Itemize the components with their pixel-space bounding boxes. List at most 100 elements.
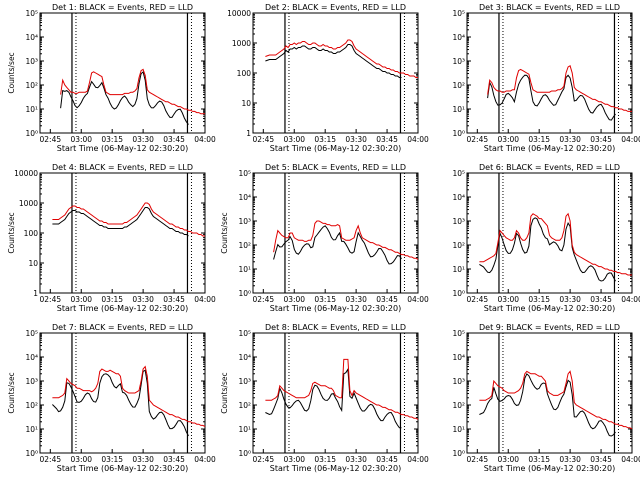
panel-det-7: Det 7: BLACK = Events, RED = LLD 10⁰ 10¹ 10…: [7, 323, 216, 473]
y-tick-label: 10¹: [452, 265, 465, 274]
x-tick-label: 04:00: [621, 455, 640, 464]
lld-series-line: [265, 39, 418, 78]
x-tick-label: 02:45: [40, 295, 62, 304]
y-tick-label: 10¹: [238, 265, 251, 274]
y-tick-label: 1: [33, 289, 38, 298]
panel-det-6: Det 6: BLACK = Events, RED = LLD 10⁰ 10¹ 10…: [452, 163, 640, 313]
panel-det-4: Det 4: BLACK = Events, RED = LLD 1 10 100 10…: [7, 163, 216, 313]
x-tick-label: 03:30: [132, 295, 154, 304]
y-tick-label: 10⁰: [452, 129, 465, 138]
y-tick-label: 10²: [25, 401, 38, 410]
events-series-line: [60, 71, 189, 125]
panel-title: Det 3: BLACK = Events, RED = LLD: [479, 3, 620, 12]
panels-group: Det 1: BLACK = Events, RED = LLD10⁰10¹10…: [7, 3, 640, 473]
x-tick-label: 02:45: [467, 135, 489, 144]
x-tick-label: 03:15: [528, 295, 550, 304]
panel-title: Det 4: BLACK = Events, RED = LLD: [52, 163, 193, 172]
x-tick-label: 02:45: [253, 135, 275, 144]
y-tick-label: 10¹: [452, 105, 465, 114]
panel-title: Det 2: BLACK = Events, RED = LLD: [265, 3, 406, 12]
x-tick-label: 03:30: [132, 455, 154, 464]
x-axis-label: Start Time (06-May-12 02:30:20): [270, 464, 401, 473]
lld-series-line: [265, 358, 419, 420]
x-tick-label: 02:45: [253, 295, 275, 304]
x-axis-label: Start Time (06-May-12 02:30:20): [57, 304, 188, 313]
events-series-line: [265, 367, 402, 429]
x-tick-label: 03:45: [590, 135, 612, 144]
panel-det-8: Det 8: BLACK = Events, RED = LLD 10⁰ 10¹ 10…: [220, 323, 429, 473]
x-tick-label: 03:15: [528, 135, 550, 144]
x-tick-label: 04:00: [621, 295, 640, 304]
plot-frame: [466, 172, 633, 294]
x-tick-label: 04:00: [407, 135, 429, 144]
y-tick-label: 10²: [452, 81, 465, 90]
x-tick-label: 04:00: [621, 135, 640, 144]
x-tick-label: 03:45: [376, 455, 398, 464]
x-axis-label: Start Time (06-May-12 02:30:20): [270, 304, 401, 313]
y-tick-label: 10³: [25, 57, 38, 66]
events-series-line: [265, 44, 402, 78]
plot-frame: [252, 12, 419, 134]
panel-det-3: Det 3: BLACK = Events, RED = LLD 10⁰ 10¹ 10…: [452, 3, 640, 153]
x-axis-label: Start Time (06-May-12 02:30:20): [484, 144, 615, 153]
y-tick-label: 10³: [452, 377, 465, 386]
y-tick-label: 10¹: [25, 105, 38, 114]
y-tick-label: 10⁰: [238, 289, 251, 298]
panel-title: Det 7: BLACK = Events, RED = LLD: [52, 323, 193, 332]
x-tick-label: 02:45: [467, 295, 489, 304]
y-tick-label: 10³: [238, 217, 251, 226]
x-tick-label: 02:45: [40, 135, 62, 144]
y-tick-label: 10⁰: [25, 449, 38, 458]
y-tick-label: 10⁴: [238, 193, 251, 202]
x-tick-label: 03:15: [101, 455, 123, 464]
x-tick-label: 03:45: [163, 295, 185, 304]
x-tick-label: 03:30: [132, 135, 154, 144]
y-tick-label: 10⁴: [452, 193, 465, 202]
events-series-line: [273, 225, 402, 265]
x-tick-label: 03:45: [376, 295, 398, 304]
x-tick-label: 04:00: [194, 455, 216, 464]
y-tick-label: 10⁴: [25, 353, 38, 362]
y-tick-label: 10⁵: [452, 9, 465, 18]
y-tick-label: 10²: [452, 241, 465, 250]
x-tick-label: 03:30: [559, 455, 581, 464]
lld-series-line: [479, 370, 633, 430]
y-tick-label: 1000: [232, 39, 251, 48]
panel-det-5: Det 5: BLACK = Events, RED = LLD 10⁰ 10¹ 10…: [220, 163, 429, 313]
x-tick-label: 03:30: [559, 295, 581, 304]
x-tick-label: 04:00: [194, 295, 216, 304]
x-tick-label: 03:45: [163, 455, 185, 464]
x-tick-label: 04:00: [407, 455, 429, 464]
x-tick-label: 03:45: [590, 455, 612, 464]
x-tick-label: 03:15: [101, 295, 123, 304]
x-tick-label: 03:15: [528, 455, 550, 464]
x-tick-label: 03:30: [345, 295, 367, 304]
y-tick-label: 10000: [14, 169, 38, 178]
x-tick-label: 03:00: [70, 295, 92, 304]
x-axis-label: Start Time (06-May-12 02:30:20): [484, 304, 615, 313]
y-tick-label: 10⁵: [238, 329, 251, 338]
y-tick-label: 10⁴: [238, 353, 251, 362]
y-tick-label: 10¹: [25, 425, 38, 434]
x-tick-label: 04:00: [407, 295, 429, 304]
y-tick-label: 10¹: [238, 425, 251, 434]
y-tick-label: 10: [28, 259, 38, 268]
x-tick-label: 03:00: [283, 295, 305, 304]
y-tick-label: 10⁵: [25, 9, 38, 18]
plot-frame: [466, 332, 633, 454]
y-axis-label: Counts/sec: [7, 212, 16, 253]
y-axis-label: Counts/sec: [220, 372, 229, 413]
y-tick-label: 10⁰: [452, 449, 465, 458]
x-axis-label: Start Time (06-May-12 02:30:20): [270, 144, 401, 153]
y-tick-label: 10³: [238, 377, 251, 386]
panel-det-9: Det 9: BLACK = Events, RED = LLD 10⁰ 10¹ 10…: [452, 323, 640, 473]
y-tick-label: 10²: [452, 401, 465, 410]
y-tick-label: 10⁵: [452, 169, 465, 178]
x-tick-label: 03:00: [497, 455, 519, 464]
x-tick-label: 03:30: [559, 135, 581, 144]
x-tick-label: 02:45: [253, 455, 275, 464]
y-tick-label: 10⁵: [452, 329, 465, 338]
x-tick-label: 03:00: [497, 135, 519, 144]
y-tick-label: 10²: [238, 241, 251, 250]
lld-series-line: [273, 220, 419, 260]
